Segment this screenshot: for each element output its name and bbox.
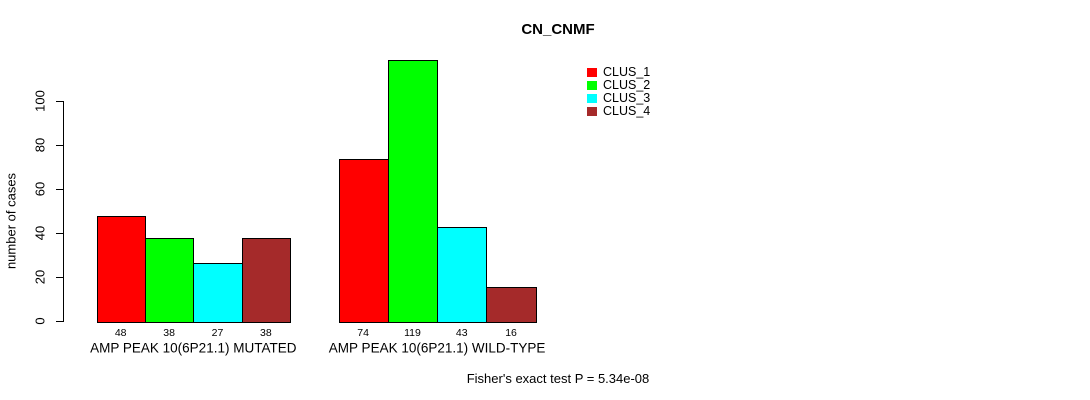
bar-value-label: 38 [163,327,175,339]
legend-swatch [587,94,597,103]
y-axis-tick-label: 100 [32,90,48,112]
y-axis-tick [56,101,63,102]
legend-swatch [587,81,597,90]
y-axis-tick [56,277,63,278]
bar-value-label: 43 [455,327,468,339]
bar [144,238,195,323]
y-axis-tick-label: 80 [32,137,48,153]
chart-title: CN_CNMF [521,21,595,38]
bar-value-label: 119 [404,327,421,339]
bar-value-label: 38 [260,327,272,339]
bar-value-label: 48 [114,327,127,339]
legend-item: CLUS_2 [587,79,650,92]
y-axis-tick [56,321,63,322]
y-axis-tick-label: 0 [32,317,48,325]
y-axis-tick [56,145,63,146]
y-axis-line [63,101,64,322]
legend-item: CLUS_4 [587,105,650,118]
bar [96,216,146,323]
legend-swatch [587,68,597,77]
legend-item: CLUS_1 [587,66,650,79]
x-group-label: AMP PEAK 10(6P21.1) WILD-TYPE [328,340,546,356]
y-axis-tick-label: 60 [32,181,48,197]
legend-swatch [587,107,597,116]
legend-item: CLUS_3 [587,92,650,105]
bar [338,159,389,323]
legend-label: CLUS_1 [603,65,651,79]
legend-label: CLUS_3 [603,91,651,105]
bar-value-label: 74 [357,327,369,339]
legend-label: CLUS_2 [603,78,651,92]
bar [486,286,537,323]
y-axis-tick-label: 40 [32,225,48,241]
legend-label: CLUS_4 [603,104,651,118]
bar [437,227,488,323]
bar [193,262,243,323]
annotation-fisher-test: Fisher's exact test P = 5.34e-08 [466,371,650,386]
y-axis-tick-label: 20 [32,269,48,285]
bar [241,238,292,323]
y-axis-tick [56,233,63,234]
y-axis-label: number of cases [3,172,19,270]
bar-value-label: 27 [211,327,224,339]
x-group-label: AMP PEAK 10(6P21.1) MUTATED [90,340,297,356]
bar [387,60,439,323]
y-axis-tick [56,189,63,190]
bar-value-label: 16 [505,327,517,339]
legend: CLUS_1 CLUS_2 CLUS_3 CLUS_4 [587,66,650,118]
